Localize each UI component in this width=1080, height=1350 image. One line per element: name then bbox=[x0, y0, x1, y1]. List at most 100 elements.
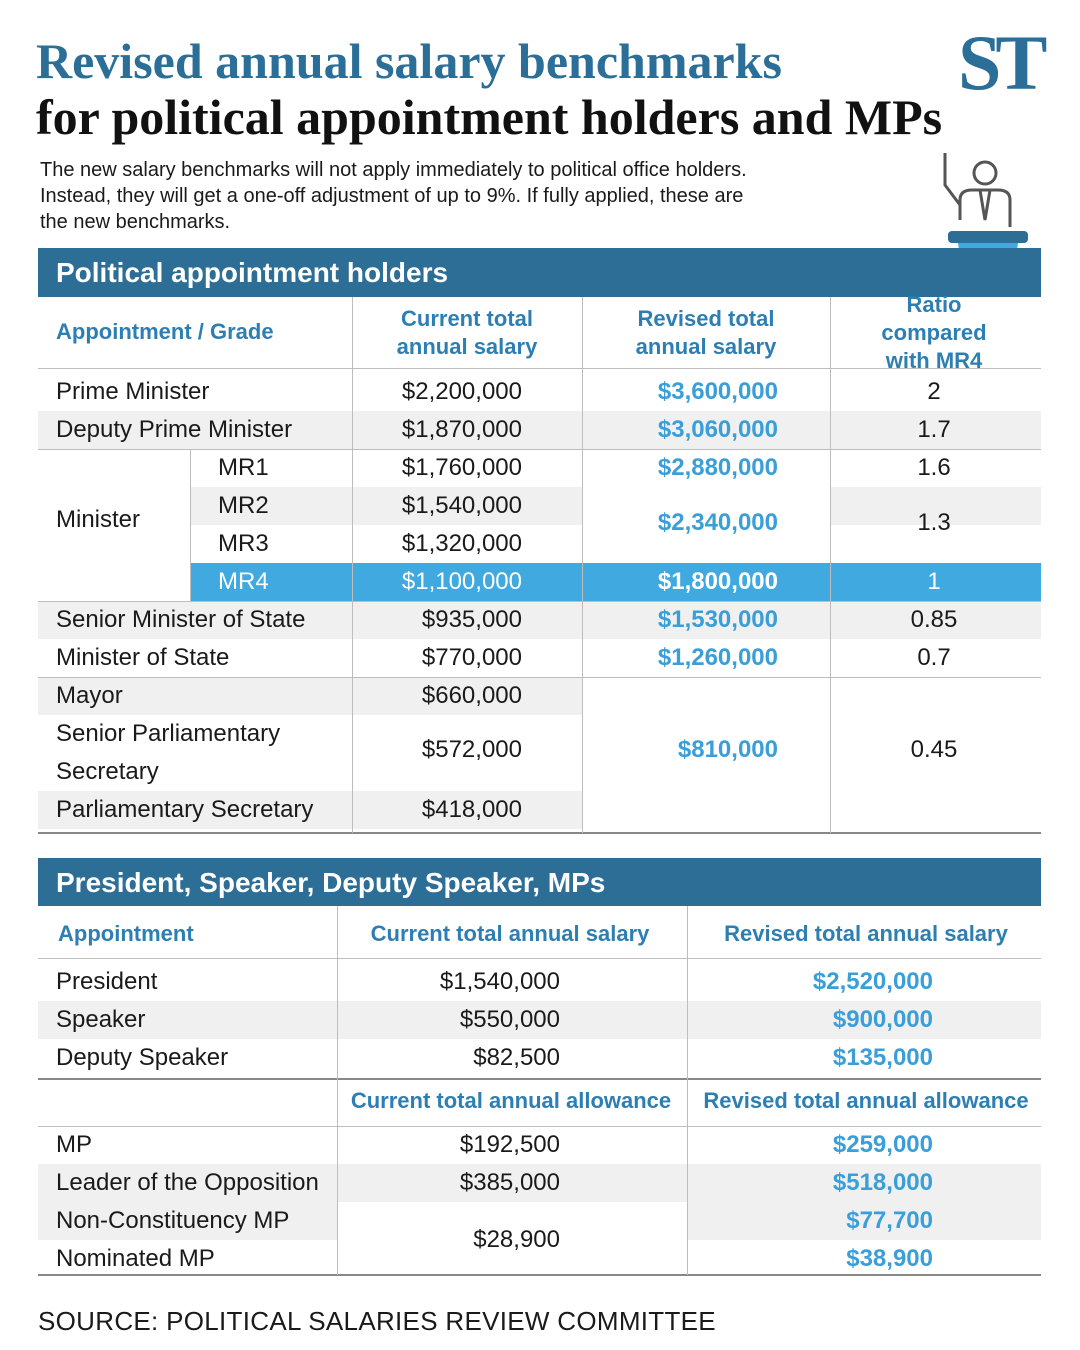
row-background bbox=[38, 1202, 337, 1240]
rule bbox=[582, 297, 583, 833]
row-label: President bbox=[56, 968, 158, 995]
cell: $1,260,000 bbox=[657, 644, 778, 671]
cell: $1,530,000 bbox=[657, 606, 778, 633]
cell: $385,000 bbox=[459, 1169, 560, 1196]
column-header: Appointment / Grade bbox=[56, 319, 274, 344]
cell: $135,000 bbox=[832, 1044, 933, 1071]
cell: $2,880,000 bbox=[657, 454, 778, 481]
cell: $1,100,000 bbox=[401, 568, 522, 595]
rule bbox=[38, 1126, 1041, 1127]
cell: $3,060,000 bbox=[657, 416, 778, 443]
cell: $1,320,000 bbox=[401, 530, 522, 557]
row-label: Senior Minister of State bbox=[56, 606, 306, 633]
rule bbox=[38, 449, 1041, 450]
row-background bbox=[38, 601, 1041, 639]
row-background bbox=[687, 1202, 1041, 1240]
rule bbox=[38, 832, 1041, 834]
cell: $28,900 bbox=[473, 1226, 560, 1253]
column-header: Ratio compared with MR4 bbox=[881, 292, 987, 373]
cell: $660,000 bbox=[421, 682, 522, 709]
grade: MR3 bbox=[218, 530, 269, 557]
intro: The new salary benchmarks will not apply… bbox=[40, 159, 747, 233]
column-header: Current total annual salary bbox=[370, 921, 650, 946]
column-header: Revised total annual salary bbox=[724, 921, 1008, 946]
cell: $77,700 bbox=[846, 1207, 933, 1234]
cell: $1,540,000 bbox=[401, 492, 522, 519]
source: SOURCE: POLITICAL SALARIES REVIEW COMMIT… bbox=[38, 1306, 716, 1336]
grade: MR1 bbox=[218, 454, 269, 481]
row-background bbox=[38, 1001, 1041, 1039]
cell: 0.45 bbox=[910, 736, 958, 763]
grade: MR4 bbox=[218, 568, 269, 595]
cell: $418,000 bbox=[421, 796, 522, 823]
row-label: Non-Constituency MP bbox=[56, 1207, 290, 1234]
rule bbox=[190, 449, 191, 601]
row-background bbox=[830, 487, 1041, 525]
cell: 2 bbox=[927, 378, 941, 405]
rule bbox=[337, 906, 338, 1275]
cell: $2,340,000 bbox=[657, 509, 778, 536]
section-title: President, Speaker, Deputy Speaker, MPs bbox=[38, 858, 1041, 906]
row-label: Speaker bbox=[56, 1006, 146, 1033]
cell: $38,900 bbox=[846, 1245, 933, 1272]
cell: $550,000 bbox=[459, 1006, 560, 1033]
title-line-1: Revised annual salary benchmarks bbox=[36, 33, 782, 89]
row-label: MP bbox=[56, 1131, 92, 1158]
row-label: Leader of the Opposition bbox=[56, 1169, 319, 1196]
title-line-2: for political appointment holders and MP… bbox=[36, 89, 943, 145]
row-label: Mayor bbox=[56, 682, 123, 709]
rule bbox=[38, 601, 1041, 602]
row-label: Senior Parliamentary Secretary bbox=[56, 720, 281, 785]
cell: $518,000 bbox=[832, 1169, 933, 1196]
section-title: Political appointment holders bbox=[38, 248, 1041, 297]
row-label: Deputy Speaker bbox=[56, 1044, 229, 1071]
rule bbox=[830, 297, 831, 833]
cell: 0.7 bbox=[917, 644, 951, 671]
row-background bbox=[38, 791, 582, 829]
cell: 1.6 bbox=[917, 454, 951, 481]
cell: $192,500 bbox=[459, 1131, 560, 1158]
cell: $1,760,000 bbox=[401, 454, 522, 481]
row-label: Minister of State bbox=[56, 644, 230, 671]
cell: $1,870,000 bbox=[401, 416, 522, 443]
column-header: Current total annual salary bbox=[396, 306, 538, 359]
cell: $2,200,000 bbox=[401, 378, 522, 405]
column-header: Revised total annual allowance bbox=[703, 1088, 1029, 1113]
rule bbox=[38, 958, 1041, 959]
row-label: Parliamentary Secretary bbox=[56, 796, 314, 823]
grade: MR2 bbox=[218, 492, 269, 519]
logo: ST bbox=[958, 19, 1047, 106]
column-header: Revised total annual salary bbox=[635, 306, 777, 359]
cell: 1 bbox=[927, 568, 941, 595]
cell: $935,000 bbox=[421, 606, 522, 633]
row-background bbox=[38, 411, 1041, 449]
row-background bbox=[190, 563, 1041, 601]
rule bbox=[38, 1274, 1041, 1276]
cell: $1,800,000 bbox=[657, 568, 778, 595]
cell: $572,000 bbox=[421, 736, 522, 763]
rule bbox=[38, 368, 1041, 369]
cell: $770,000 bbox=[421, 644, 522, 671]
cell: $259,000 bbox=[832, 1131, 933, 1158]
cell: $1,540,000 bbox=[439, 968, 560, 995]
column-header: Appointment bbox=[58, 921, 194, 946]
rule bbox=[38, 677, 1041, 678]
column-header: Current total annual allowance bbox=[350, 1088, 672, 1113]
row-label: Minister bbox=[56, 506, 141, 533]
rule bbox=[687, 906, 688, 1275]
row-background bbox=[38, 677, 582, 715]
cell: $3,600,000 bbox=[657, 378, 778, 405]
cell: 0.85 bbox=[910, 606, 958, 633]
cell: 1.7 bbox=[917, 416, 951, 443]
cell: $900,000 bbox=[832, 1006, 933, 1033]
row-label: Nominated MP bbox=[56, 1245, 215, 1272]
rule bbox=[38, 1078, 1041, 1080]
cell: 1.3 bbox=[917, 509, 951, 536]
cell: $82,500 bbox=[473, 1044, 560, 1071]
cell: $2,520,000 bbox=[812, 968, 933, 995]
row-label: Deputy Prime Minister bbox=[56, 416, 293, 443]
cell: $810,000 bbox=[677, 736, 778, 763]
row-background bbox=[190, 487, 582, 525]
rule bbox=[352, 297, 353, 833]
row-background bbox=[38, 1164, 1041, 1202]
